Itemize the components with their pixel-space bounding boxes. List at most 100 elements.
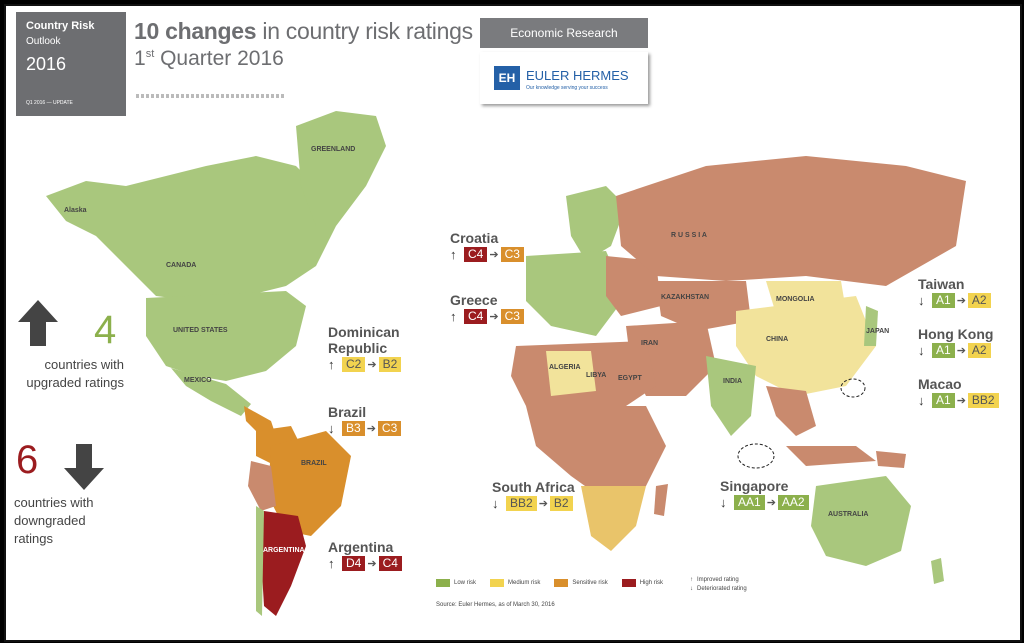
legend: Low risk Medium risk Sensitive risk High…	[436, 579, 663, 587]
madagascar-shape	[654, 484, 668, 516]
up-arrow-icon: ↑	[328, 356, 335, 372]
southeast-asia-shape	[766, 386, 816, 436]
rating-from: C4	[464, 308, 488, 324]
rating-to: C3	[500, 246, 524, 262]
cover-title: Country Risk	[26, 20, 95, 32]
label-mongolia: MONGOLIA	[776, 296, 815, 303]
cover-year: 2016	[26, 54, 67, 74]
down-arrow-icon: ↓	[918, 292, 925, 308]
section-banner: Economic Research	[480, 18, 648, 48]
page-title: 10 changes in country risk ratings 1st Q…	[134, 18, 473, 71]
arrow-right-icon: ➔	[956, 344, 966, 357]
label-india: INDIA	[723, 378, 743, 385]
arrow-right-icon: ➔	[766, 496, 776, 509]
deteriorated-icon: ↓	[690, 586, 693, 592]
southern-africa-shape	[581, 486, 646, 551]
brazil-shape	[268, 431, 351, 536]
western-europe-shape	[526, 251, 626, 336]
rating-to: B2	[549, 495, 573, 511]
rating-from: D4	[342, 555, 366, 571]
label-egypt: EGYPT	[618, 375, 642, 382]
euler-hermes-logo: EH EULER HERMES Our knowledge serving yo…	[480, 52, 648, 104]
label-brazil: BRAZIL	[301, 460, 327, 467]
cover-subtitle: Outlook	[26, 36, 61, 47]
change-row: ↓ A1 ➔ A2	[918, 292, 993, 308]
rating-from: BB2	[506, 495, 537, 511]
label-china: CHINA	[766, 336, 789, 343]
arrow-right-icon: ➔	[489, 310, 499, 323]
change-row: ↓ A1 ➔ BB2	[918, 392, 1001, 408]
cover-footer: Q1 2016 — UPDATE	[26, 100, 73, 106]
down-arrow-icon: ↓	[918, 392, 925, 408]
quarter-num: 1	[134, 47, 146, 70]
label-algeria: ALGERIA	[549, 364, 581, 371]
change-country-name: Greece	[450, 292, 498, 308]
change-south-africa: South Africa ↓ BB2 ➔ B2	[492, 479, 575, 511]
rating-to: B2	[378, 356, 402, 372]
arrow-right-icon: ➔	[367, 358, 377, 371]
rating-to: C4	[378, 555, 402, 571]
rating-from: C4	[464, 246, 488, 262]
upgraded-count: 4	[94, 308, 117, 352]
up-arrow-icon	[18, 300, 58, 346]
label-greenland: GREENLAND	[311, 146, 356, 153]
change-country-name: South Africa	[492, 479, 575, 495]
change-row: ↑ D4 ➔ C4	[328, 555, 404, 571]
down-arrow-icon: ↓	[492, 495, 499, 511]
legend-improved: Improved rating	[697, 577, 739, 583]
change-greece: Greece ↑ C4 ➔ C3	[450, 292, 526, 324]
us-shape	[146, 291, 306, 381]
eastern-europe-shape	[606, 256, 661, 316]
legend-medium: Medium risk	[490, 579, 540, 587]
change-hong-kong: Hong Kong ↓ A1 ➔ A2	[918, 326, 993, 358]
canada-shape	[46, 156, 336, 301]
nz-shape	[931, 558, 944, 584]
japan-shape	[864, 306, 878, 346]
quarter-sup: st	[145, 48, 155, 60]
upgraded-text: countries with upgraded ratings	[26, 357, 124, 390]
rating-to: A2	[967, 292, 991, 308]
label-australia: AUSTRALIA	[828, 511, 869, 518]
change-row: ↑ C4 ➔ C3	[450, 308, 526, 324]
change-croatia: Croatia ↑ C4 ➔ C3	[450, 230, 526, 262]
rating-to: BB2	[967, 392, 999, 408]
infographic-frame: GREENLAND CANADA Alaska UNITED STATES ME…	[4, 4, 1022, 642]
rating-from: C2	[342, 356, 366, 372]
rating-from: A1	[932, 392, 955, 408]
central-america-shape	[244, 406, 276, 436]
downgraded-count: 6	[16, 438, 39, 482]
label-kazakhstan: KAZAKHSTAN	[661, 294, 710, 301]
kazakhstan-shape	[656, 281, 751, 331]
logo-name: EULER HERMES	[526, 68, 629, 83]
change-brazil: Brazil ↓ B3 ➔ C3	[328, 404, 403, 436]
down-arrow-icon: ↓	[328, 420, 335, 436]
change-country-name: Macao	[918, 376, 962, 392]
up-arrow-icon: ↑	[450, 308, 457, 324]
indonesia-shape	[786, 446, 876, 466]
cover-block: Country Risk Outlook 2016 Q1 2016 — UPDA…	[16, 12, 126, 116]
down-arrow-icon: ↓	[720, 494, 727, 510]
greenland-shape	[296, 111, 386, 226]
label-japan: JAPAN	[866, 328, 890, 335]
source-note: Source: Euler Hermes, as of March 30, 20…	[436, 602, 555, 608]
down-arrow-icon: ↓	[918, 342, 925, 358]
improved-icon: ↑	[690, 577, 693, 583]
title-rest: in country risk ratings	[256, 18, 473, 44]
chile-shape	[256, 506, 264, 616]
rating-from: AA1	[734, 494, 765, 510]
label-iran: IRAN	[641, 340, 659, 347]
rating-from: B3	[342, 420, 365, 436]
logo-tagline: Our knowledge serving your success	[526, 85, 608, 91]
change-row: ↓ BB2 ➔ B2	[492, 495, 575, 511]
downgraded-text: countries with downgraded ratings	[14, 495, 94, 546]
up-arrow-icon: ↑	[328, 555, 335, 571]
png-shape	[876, 451, 906, 468]
rating-to: C3	[500, 308, 524, 324]
argentina-shape	[261, 511, 306, 616]
change-singapore: Singapore ↓ AA1 ➔ AA2	[720, 478, 811, 510]
rating-to: C3	[377, 420, 402, 436]
change-country-name: Dominican Republic	[328, 324, 400, 356]
quarter-rest: Quarter 2016	[154, 47, 284, 70]
rating-to: AA2	[777, 494, 809, 510]
arrow-right-icon: ➔	[367, 557, 377, 570]
